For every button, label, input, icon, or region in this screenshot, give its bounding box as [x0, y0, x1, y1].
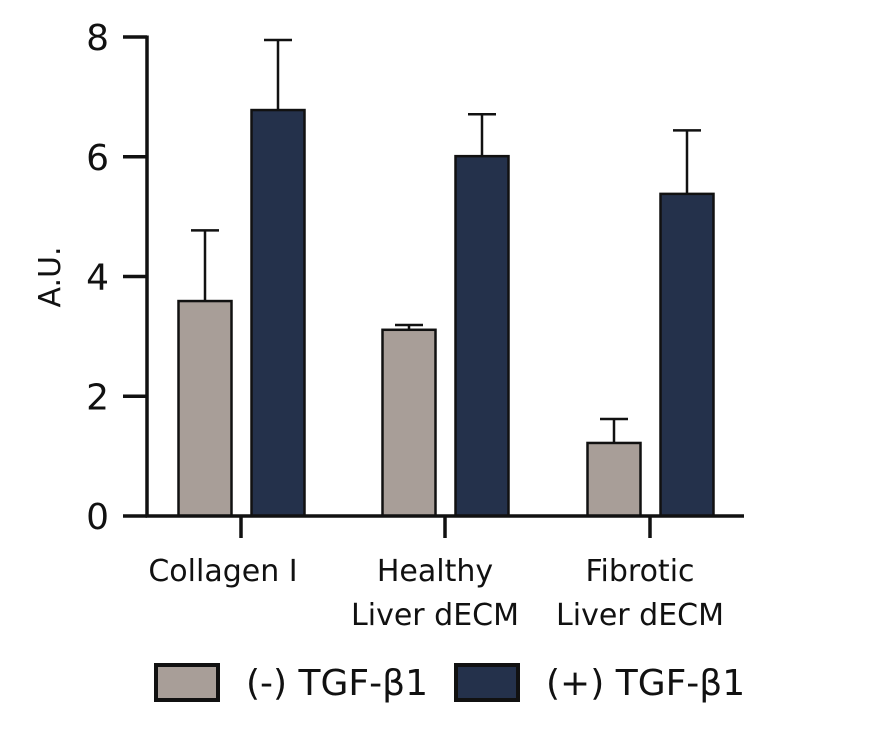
bar	[454, 154, 510, 518]
y-tick-label: 2	[86, 377, 109, 418]
bar	[659, 192, 715, 518]
x-tick-label: Liver dECM	[556, 598, 724, 633]
bar	[250, 108, 306, 518]
y-axis-label: A.U.	[33, 246, 68, 307]
y-tick-label: 4	[86, 258, 109, 299]
legend-label: (-) TGF-β1	[246, 663, 428, 704]
x-tick-label: Healthy	[377, 554, 493, 589]
legend-swatch	[154, 663, 220, 702]
legend-label: (+) TGF-β1	[546, 663, 745, 704]
x-tick-label: Fibrotic	[585, 554, 694, 589]
bar	[177, 299, 233, 518]
y-tick-label: 6	[86, 138, 109, 179]
x-tick-label: Collagen I	[148, 554, 297, 589]
bar	[381, 328, 437, 518]
y-tick-label: 0	[86, 497, 109, 538]
y-tick-label: 8	[86, 18, 109, 59]
bar	[586, 441, 642, 518]
legend-swatch	[454, 663, 520, 702]
x-tick-label: Liver dECM	[351, 598, 519, 633]
